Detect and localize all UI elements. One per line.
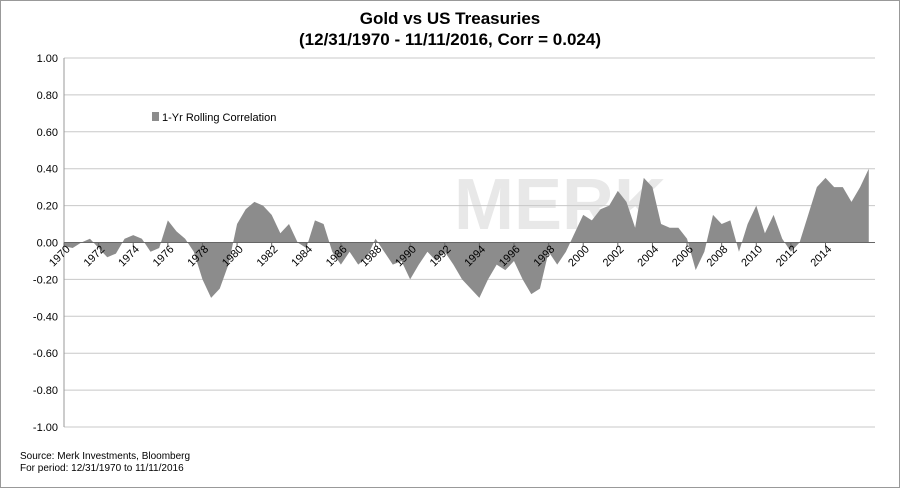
chart-subtitle: (12/31/1970 - 11/11/2016, Corr = 0.024) xyxy=(299,30,601,49)
y-tick-label: 1.00 xyxy=(37,53,58,65)
y-tick-label: -0.60 xyxy=(33,348,58,360)
y-tick-label: 0.00 xyxy=(37,238,58,250)
period-note: For period: 12/31/1970 to 11/11/2016 xyxy=(20,463,184,474)
area xyxy=(64,168,869,298)
legend-swatch xyxy=(152,112,159,121)
source-note: Source: Merk Investments, Bloomberg xyxy=(20,451,190,462)
y-tick-label: 0.40 xyxy=(37,164,58,176)
y-tick-label: -0.80 xyxy=(33,385,58,397)
y-tick-label: 0.20 xyxy=(37,201,58,213)
y-tick-label: -0.40 xyxy=(33,311,58,323)
y-tick-label: 0.80 xyxy=(37,90,58,102)
y-tick-label: -0.20 xyxy=(33,274,58,286)
y-tick-label: 0.60 xyxy=(37,127,58,139)
chart-title: Gold vs US Treasuries xyxy=(360,9,540,28)
y-tick-label: -1.00 xyxy=(33,422,58,434)
legend-label: 1-Yr Rolling Correlation xyxy=(162,112,276,124)
